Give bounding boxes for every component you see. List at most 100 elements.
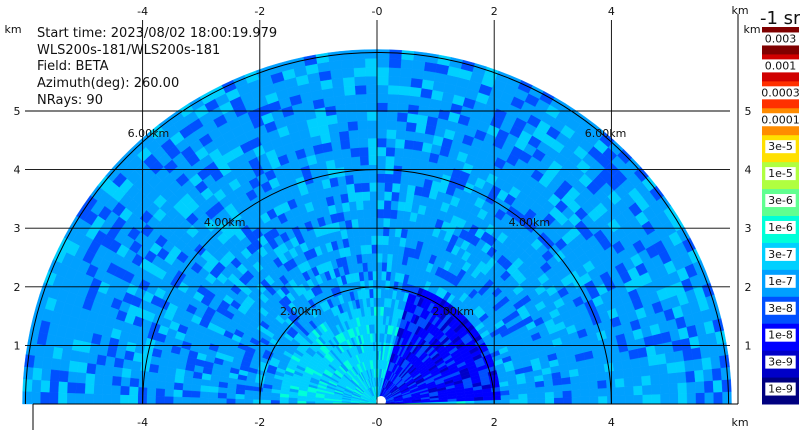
heat-cell: [181, 396, 192, 405]
heat-cell: [399, 67, 413, 79]
heat-cell: [395, 120, 407, 131]
heat-cell: [397, 103, 409, 114]
heat-cell: [623, 376, 634, 387]
heat-cell: [66, 392, 77, 405]
heat-cell: [360, 173, 370, 184]
heat-cell: [101, 394, 112, 405]
heat-cell: [598, 395, 608, 405]
heat-cell: [381, 262, 388, 272]
heat-cell: [651, 393, 661, 405]
heat-cell: [330, 140, 342, 152]
heat-cell: [641, 384, 652, 395]
heat-cell: [199, 397, 209, 405]
heat-cell: [658, 373, 670, 385]
heat-cell: [57, 392, 68, 405]
heat-cell: [562, 396, 573, 405]
heat-cell: [366, 262, 373, 272]
heat-cell: [536, 397, 546, 405]
colorbar-label-text: 3e-8: [768, 302, 793, 315]
heat-cell: [328, 59, 343, 71]
colorbar-label-text: 1e-9: [768, 383, 793, 396]
heat-cell: [380, 288, 386, 299]
heat-cell: [376, 66, 390, 77]
heat-cell: [544, 385, 555, 393]
heat-cell: [331, 77, 344, 89]
heat-cell: [129, 369, 141, 380]
heat-cell: [339, 139, 351, 150]
colorbar-label-bg: [762, 59, 799, 73]
heat-cell: [367, 270, 373, 281]
heat-cell: [385, 146, 396, 157]
heat-cell: [376, 288, 382, 298]
y-tick-label-left: 5: [14, 105, 21, 118]
heat-cell: [411, 149, 422, 160]
colorbar-label: 1e-7: [765, 274, 796, 288]
heat-cell: [355, 93, 367, 104]
heat-cell: [94, 364, 106, 376]
heat-cell: [182, 383, 193, 392]
heat-cell: [181, 390, 192, 398]
heat-cell: [386, 262, 393, 273]
heat-cell: [633, 394, 644, 405]
heat-cell: [341, 67, 355, 79]
heat-cell: [589, 396, 599, 405]
heat-cell: [615, 386, 626, 396]
heat-cell: [376, 253, 383, 263]
heat-cell: [84, 373, 96, 385]
y-unit-label-right: km: [743, 23, 760, 36]
heat-cell: [668, 382, 679, 395]
heat-cell: [128, 386, 139, 396]
heat-cell: [659, 383, 670, 395]
x-tick-label-top: -0: [372, 5, 383, 18]
heat-cell: [397, 201, 406, 212]
heat-cell: [332, 86, 345, 98]
heat-cell: [400, 58, 414, 70]
heat-cell: [483, 399, 493, 405]
heat-cell: [333, 95, 346, 106]
heat-cell: [50, 358, 62, 371]
heat-cell: [103, 365, 114, 377]
heat-cell: [657, 363, 669, 375]
heat-cell: [382, 235, 389, 246]
heat-cell: [102, 375, 113, 386]
heat-cell: [333, 157, 344, 169]
heat-cell: [683, 359, 695, 372]
heat-cell: [121, 367, 132, 379]
heat-cell: [388, 58, 402, 69]
heat-cell: [343, 85, 356, 96]
heat-cell: [405, 121, 417, 133]
heat-cell: [587, 372, 598, 383]
colorbar-label: 1e-8: [765, 328, 796, 342]
heat-cell: [401, 156, 412, 168]
colorbar-label-bg: [762, 32, 799, 46]
heat-cell: [367, 128, 378, 139]
heat-cell: [656, 352, 667, 365]
heat-cell: [642, 394, 653, 405]
start-time-label: Start time: 2023/08/02 18:00:19.979: [37, 26, 278, 41]
heat-cell: [407, 104, 420, 115]
heat-cell: [376, 49, 390, 59]
range-ring-label: 6.00km: [128, 127, 170, 140]
heat-cell: [394, 138, 406, 149]
axes: -4 -4 -2 -2 -0 -0 2 2 4 4 1 1 2 2 3 3 4 4 5 5 km km km km: [4, 4, 761, 430]
heat-cell: [122, 359, 133, 370]
heat-cell: [406, 184, 416, 195]
heat-cell: [252, 395, 263, 401]
heat-cell: [372, 270, 378, 281]
heat-cell: [58, 370, 69, 383]
heat-cell: [368, 173, 378, 183]
heat-cell: [398, 192, 407, 203]
heat-cell: [500, 399, 511, 405]
heat-cell: [173, 389, 183, 398]
heat-cell: [580, 396, 590, 405]
heat-cell: [379, 315, 384, 325]
heat-cell: [342, 156, 353, 168]
heat-cell: [350, 156, 361, 167]
x-tick-label-bottom: -2: [254, 416, 265, 429]
colorbar-label-text: 1e-8: [768, 329, 793, 342]
heat-cell: [376, 111, 388, 121]
heat-cell: [243, 394, 254, 400]
heat-cell: [372, 279, 378, 289]
heat-cell: [392, 173, 402, 184]
heat-cell: [279, 396, 289, 402]
